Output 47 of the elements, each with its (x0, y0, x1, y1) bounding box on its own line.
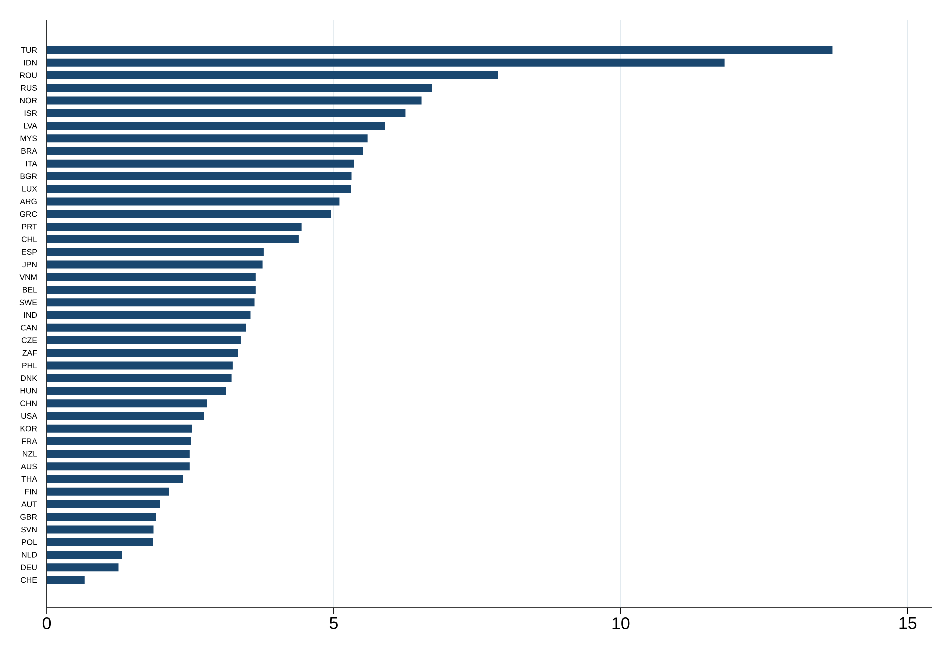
bar (47, 185, 352, 194)
bar (47, 500, 160, 509)
bar (47, 462, 190, 471)
bar (47, 564, 119, 572)
bar (47, 386, 226, 395)
bar (47, 286, 256, 294)
bar (47, 222, 302, 231)
bar (47, 160, 354, 168)
bar (47, 172, 352, 180)
bar (47, 374, 232, 382)
bar (47, 412, 204, 420)
bar (47, 437, 192, 446)
bar (47, 72, 498, 80)
bar (47, 488, 170, 496)
bar (47, 324, 246, 332)
bar (47, 134, 368, 143)
bar (47, 236, 299, 244)
x-tick-label: 15 (900, 618, 917, 630)
bar (47, 349, 238, 358)
bar (47, 260, 263, 269)
bar (47, 362, 233, 370)
bar (47, 84, 432, 92)
bar (47, 538, 154, 546)
bar (47, 58, 725, 67)
bar (47, 109, 406, 118)
bar (47, 513, 156, 522)
bar (47, 147, 364, 156)
bar (47, 336, 241, 344)
bar (47, 424, 192, 433)
bar (47, 298, 255, 307)
bar (47, 576, 85, 584)
bar (47, 198, 340, 206)
bar (47, 450, 190, 458)
bar (47, 248, 264, 256)
bar (47, 311, 251, 320)
x-tick-label: 5 (330, 618, 338, 630)
x-tick-label: 0 (42, 618, 52, 630)
bar (47, 122, 386, 130)
bar (47, 400, 208, 408)
x-tick-label: 10 (612, 618, 630, 630)
bar (47, 210, 332, 218)
bar (47, 96, 422, 105)
bar (47, 273, 256, 282)
bar (47, 551, 122, 560)
bar (47, 46, 833, 54)
bar (47, 526, 154, 534)
bar (47, 475, 184, 484)
